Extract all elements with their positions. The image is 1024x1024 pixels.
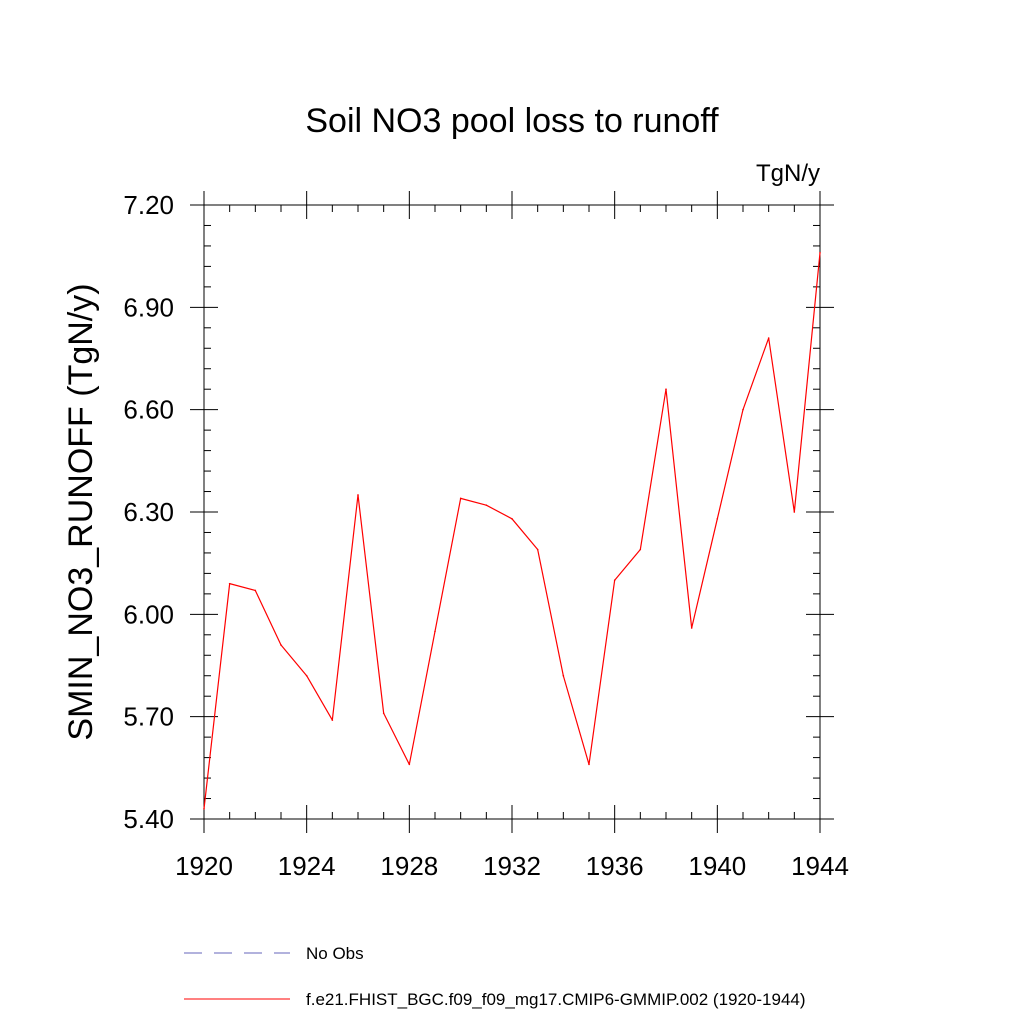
data-point xyxy=(613,579,616,582)
x-tick-label: 1944 xyxy=(791,851,849,881)
legend-label-0: f.e21.FHIST_BGC.f09_f09_mg17.CMIP6-GMMIP… xyxy=(306,990,806,1009)
minor-ticks xyxy=(204,205,820,819)
x-tick-label: 1920 xyxy=(175,851,233,881)
x-tick-label: 1928 xyxy=(380,851,438,881)
x-tick-label: 1932 xyxy=(483,851,541,881)
y-tick-label: 6.30 xyxy=(123,497,174,527)
data-point xyxy=(254,589,257,592)
data-point xyxy=(716,518,719,520)
legend-label-1: No Obs xyxy=(306,944,364,963)
data-point xyxy=(228,582,231,585)
y-axis-label: SMIN_NO3_RUNOFF (TgN/y) xyxy=(62,283,100,740)
data-point xyxy=(485,504,488,506)
x-tick-label: 1940 xyxy=(688,851,746,881)
data-point xyxy=(203,807,205,810)
legend: No Obs f.e21.FHIST_BGC.f09_f09_mg17.CMIP6… xyxy=(184,944,806,1009)
data-point xyxy=(793,511,796,513)
data-point xyxy=(742,408,744,411)
y-tick-label: 7.20 xyxy=(123,190,174,220)
plot-frame xyxy=(203,204,821,820)
data-point xyxy=(536,548,539,551)
data-point xyxy=(639,548,642,551)
x-tick-label: 1924 xyxy=(278,851,336,881)
x-axis-ticks: 1920 1924 1928 1932 1936 1940 1944 xyxy=(175,191,849,881)
data-point xyxy=(588,763,590,766)
data-point xyxy=(408,763,411,766)
series-layer xyxy=(203,251,821,810)
y-tick-label: 6.90 xyxy=(123,292,174,322)
y-tick-label: 6.00 xyxy=(123,599,174,629)
data-point xyxy=(665,388,667,391)
y-tick-label: 5.70 xyxy=(123,702,174,732)
y-tick-label: 6.60 xyxy=(123,395,174,425)
units-label: TgN/y xyxy=(756,160,820,187)
data-point xyxy=(305,674,308,677)
y-axis-ticks: 5.40 5.70 6.00 6.30 6.60 6.90 7.20 xyxy=(123,190,834,834)
data-point xyxy=(280,644,282,646)
data-point xyxy=(382,712,385,715)
series-line-0 xyxy=(203,252,821,809)
data-point xyxy=(511,518,513,520)
data-point xyxy=(434,630,436,633)
data-point xyxy=(767,337,770,339)
y-tick-label: 5.40 xyxy=(123,804,174,834)
data-point xyxy=(819,251,821,254)
data-point xyxy=(331,719,334,721)
data-point xyxy=(357,494,359,496)
data-point xyxy=(690,627,693,629)
plot-border xyxy=(203,204,821,820)
chart-title: Soil NO3 pool loss to runoff xyxy=(305,102,719,140)
x-tick-label: 1936 xyxy=(586,851,644,881)
data-point xyxy=(459,497,462,500)
data-point xyxy=(562,674,565,677)
